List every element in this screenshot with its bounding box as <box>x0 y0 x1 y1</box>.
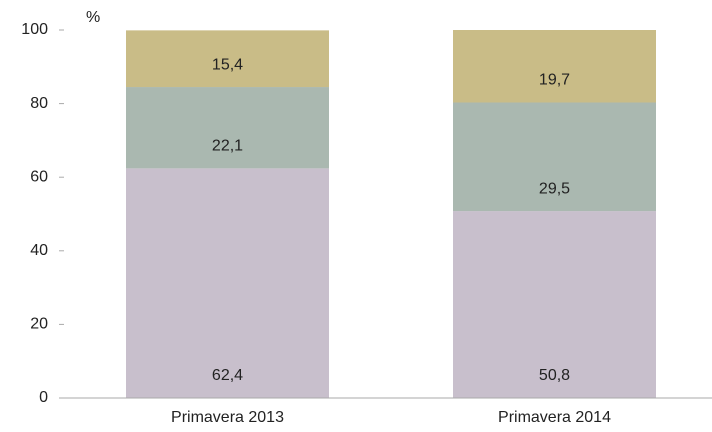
data-label: 19,7 <box>539 72 570 89</box>
data-label: 22,1 <box>212 138 243 155</box>
y-tick-label: 60 <box>30 168 48 185</box>
bar-segment <box>453 102 656 212</box>
y-tick-label: 0 <box>39 389 48 406</box>
data-label: 15,4 <box>212 56 243 73</box>
y-tick-label: 100 <box>21 21 48 38</box>
y-tick-label: 80 <box>30 95 48 112</box>
bar-segment <box>453 30 656 103</box>
bar-segment <box>126 30 329 88</box>
data-label: 62,4 <box>212 367 243 384</box>
data-label: 29,5 <box>539 180 570 197</box>
y-axis-label: % <box>86 9 100 26</box>
bar-segment <box>453 211 656 398</box>
bar-segment <box>126 168 329 398</box>
x-tick-label: Primavera 2013 <box>171 409 284 426</box>
y-tick-label: 20 <box>30 316 48 333</box>
bar-segment <box>126 87 329 169</box>
data-label: 50,8 <box>539 367 570 384</box>
x-tick-label: Primavera 2014 <box>498 409 611 426</box>
y-tick-label: 40 <box>30 242 48 259</box>
